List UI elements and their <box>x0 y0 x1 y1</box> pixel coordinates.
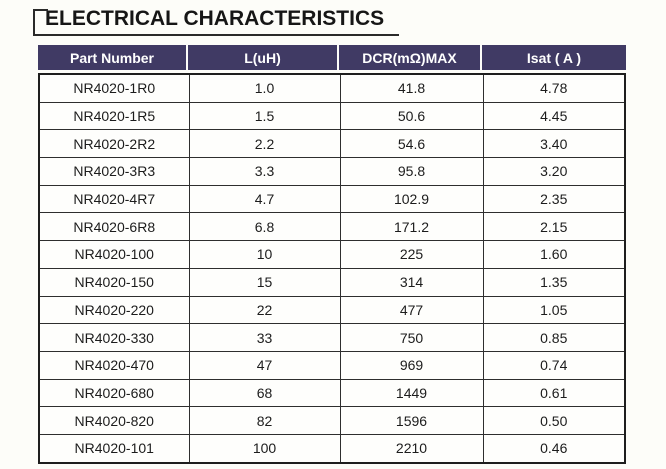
part-number-cell: NR4020-4R7 <box>38 184 190 214</box>
column-header-dcr: DCR(mΩ)MAX <box>339 45 482 70</box>
value-cell: 0.61 <box>482 378 626 408</box>
value-cell: 477 <box>339 295 484 325</box>
part-number-cell: NR4020-3R3 <box>38 157 190 186</box>
value-cell: 41.8 <box>339 73 484 103</box>
value-cell: 6.8 <box>188 212 341 242</box>
table-row: NR4020-220 22 477 1.05 <box>38 295 626 325</box>
value-cell: 969 <box>339 350 484 380</box>
table-row: NR4020-101 100 2210 0.46 <box>38 433 626 464</box>
value-cell: 0.74 <box>482 350 626 380</box>
value-cell: 314 <box>339 267 484 297</box>
table-row: NR4020-330 33 750 0.85 <box>38 323 626 352</box>
table-row: NR4020-6R8 6.8 171.2 2.15 <box>38 212 626 242</box>
value-cell: 225 <box>339 240 484 269</box>
value-cell: 2.15 <box>482 212 626 242</box>
value-cell: 10 <box>188 240 341 269</box>
part-number-cell: NR4020-101 <box>38 433 190 464</box>
table-row: NR4020-680 68 1449 0.61 <box>38 378 626 408</box>
page-title: ELECTRICAL CHARACTERISTICS <box>45 7 385 30</box>
value-cell: 33 <box>188 323 341 352</box>
value-cell: 22 <box>188 295 341 325</box>
column-header-inductance: L(uH) <box>188 45 339 70</box>
value-cell: 1596 <box>339 406 484 435</box>
part-number-cell: NR4020-330 <box>38 323 190 352</box>
part-number-cell: NR4020-1R5 <box>38 101 190 131</box>
value-cell: 3.20 <box>482 157 626 186</box>
value-cell: 95.8 <box>339 157 484 186</box>
value-cell: 1449 <box>339 378 484 408</box>
part-number-cell: NR4020-150 <box>38 267 190 297</box>
table-header-row: Part Number L(uH) DCR(mΩ)MAX Isat ( A ) <box>38 45 626 70</box>
value-cell: 2.35 <box>482 184 626 214</box>
part-number-cell: NR4020-2R2 <box>38 129 190 159</box>
table-row: NR4020-820 82 1596 0.50 <box>38 406 626 435</box>
value-cell: 171.2 <box>339 212 484 242</box>
electrical-characteristics-table: Part Number L(uH) DCR(mΩ)MAX Isat ( A ) … <box>38 45 626 464</box>
value-cell: 0.50 <box>482 406 626 435</box>
value-cell: 1.35 <box>482 267 626 297</box>
table-row: NR4020-1R0 1.0 41.8 4.78 <box>38 73 626 103</box>
part-number-cell: NR4020-820 <box>38 406 190 435</box>
part-number-cell: NR4020-1R0 <box>38 73 190 103</box>
part-number-cell: NR4020-220 <box>38 295 190 325</box>
value-cell: 47 <box>188 350 341 380</box>
section-title-block: ELECTRICAL CHARACTERISTICS <box>33 5 399 36</box>
value-cell: 0.46 <box>482 433 626 464</box>
table-row: NR4020-4R7 4.7 102.9 2.35 <box>38 184 626 214</box>
value-cell: 1.5 <box>188 101 341 131</box>
table-body: NR4020-1R0 1.0 41.8 4.78 NR4020-1R5 1.5 50.6 4.… <box>38 73 626 464</box>
part-number-cell: NR4020-100 <box>38 240 190 269</box>
value-cell: 2.2 <box>188 129 341 159</box>
value-cell: 4.7 <box>188 184 341 214</box>
value-cell: 50.6 <box>339 101 484 131</box>
value-cell: 4.78 <box>482 73 626 103</box>
value-cell: 68 <box>188 378 341 408</box>
value-cell: 750 <box>339 323 484 352</box>
value-cell: 1.05 <box>482 295 626 325</box>
value-cell: 0.85 <box>482 323 626 352</box>
value-cell: 102.9 <box>339 184 484 214</box>
value-cell: 82 <box>188 406 341 435</box>
value-cell: 1.0 <box>188 73 341 103</box>
value-cell: 1.60 <box>482 240 626 269</box>
value-cell: 15 <box>188 267 341 297</box>
value-cell: 3.40 <box>482 129 626 159</box>
part-number-cell: NR4020-680 <box>38 378 190 408</box>
table-row: NR4020-100 10 225 1.60 <box>38 240 626 269</box>
table-row: NR4020-3R3 3.3 95.8 3.20 <box>38 157 626 186</box>
table-row: NR4020-1R5 1.5 50.6 4.45 <box>38 101 626 131</box>
part-number-cell: NR4020-470 <box>38 350 190 380</box>
corner-bracket-icon <box>33 9 48 34</box>
column-header-isat: Isat ( A ) <box>526 49 582 66</box>
part-number-cell: NR4020-6R8 <box>38 212 190 242</box>
value-cell: 4.45 <box>482 101 626 131</box>
value-cell: 100 <box>188 433 341 464</box>
table-row: NR4020-470 47 969 0.74 <box>38 350 626 380</box>
table-row: NR4020-150 15 314 1.35 <box>38 267 626 297</box>
value-cell: 2210 <box>339 433 484 464</box>
column-header-part-number: Part Number <box>38 45 188 70</box>
value-cell: 3.3 <box>188 157 341 186</box>
value-cell: 54.6 <box>339 129 484 159</box>
table-row: NR4020-2R2 2.2 54.6 3.40 <box>38 129 626 159</box>
table-body-grid: NR4020-1R0 1.0 41.8 4.78 NR4020-1R5 1.5 50.6 4.… <box>38 73 626 464</box>
